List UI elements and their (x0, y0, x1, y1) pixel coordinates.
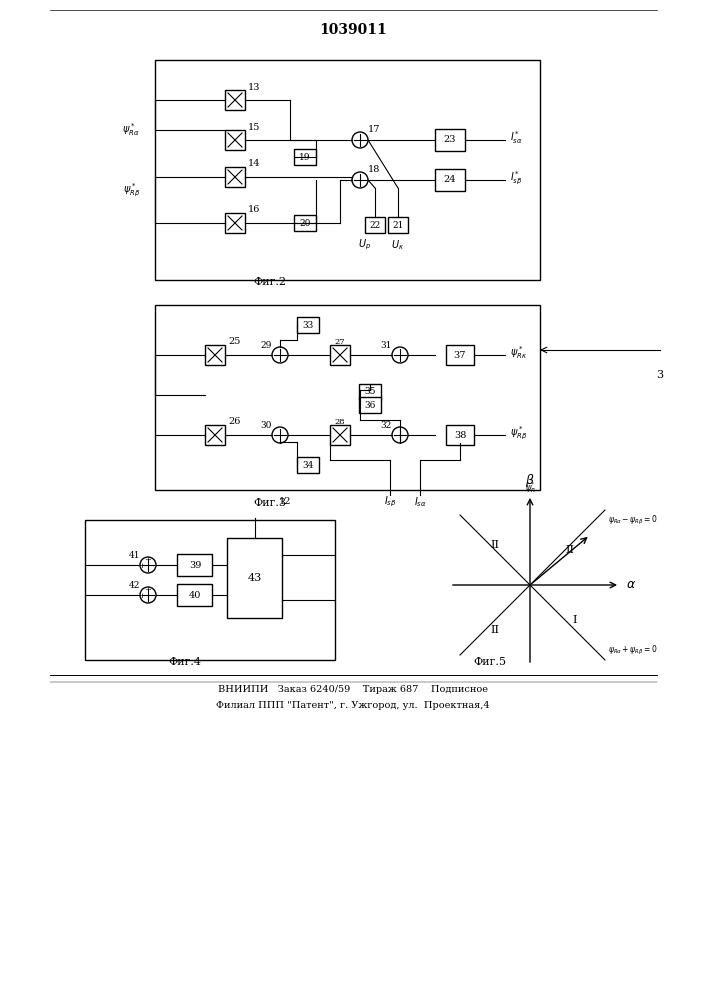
Bar (294, 149, 316, 165)
Text: 19: 19 (299, 152, 311, 161)
Text: 21: 21 (392, 221, 404, 230)
Text: 1039011: 1039011 (319, 23, 387, 37)
Bar (330, 425, 350, 445)
Text: 41: 41 (129, 550, 140, 560)
Bar (85, 520, 335, 660)
Text: 20: 20 (299, 219, 310, 228)
Text: 23: 23 (444, 135, 456, 144)
Text: 24: 24 (444, 176, 456, 184)
Circle shape (272, 427, 288, 443)
Bar (297, 457, 319, 473)
Text: 16: 16 (248, 205, 260, 214)
Text: +: + (144, 556, 151, 564)
Text: 25: 25 (228, 338, 240, 347)
Bar (365, 217, 385, 233)
Circle shape (352, 132, 368, 148)
Text: Филиал ППП "Патент", г. Ужгород, ул.  Проектная,4: Филиал ППП "Патент", г. Ужгород, ул. Про… (216, 700, 490, 710)
Bar (446, 425, 474, 445)
Text: I: I (573, 615, 577, 625)
Text: 42: 42 (129, 580, 140, 589)
Text: +: + (139, 592, 146, 600)
Text: 17: 17 (368, 125, 380, 134)
Text: $\psi^*_{R\beta}$: $\psi^*_{R\beta}$ (510, 424, 527, 442)
Bar (205, 345, 225, 365)
Text: 18: 18 (368, 165, 380, 174)
Circle shape (392, 427, 408, 443)
Text: 32: 32 (381, 420, 392, 430)
Text: +: + (139, 562, 146, 570)
Bar (155, 60, 540, 280)
Bar (435, 169, 465, 191)
Text: 35: 35 (364, 387, 375, 396)
Text: +: + (144, 586, 151, 594)
Circle shape (352, 172, 368, 188)
Text: 29: 29 (261, 340, 272, 350)
Text: 34: 34 (303, 460, 314, 470)
Text: Фиг.4: Фиг.4 (168, 657, 201, 667)
Text: $\beta$: $\beta$ (525, 472, 534, 489)
Bar (155, 305, 540, 490)
Text: 39: 39 (189, 560, 201, 570)
Circle shape (272, 347, 288, 363)
Text: 37: 37 (454, 351, 466, 360)
Text: 27: 27 (334, 338, 345, 346)
Bar (388, 217, 408, 233)
Text: 43: 43 (248, 573, 262, 583)
Bar (294, 215, 316, 231)
Text: II: II (491, 540, 500, 550)
Text: II: II (491, 625, 500, 635)
Text: $\psi^{*}_R$: $\psi^{*}_R$ (525, 480, 536, 495)
Text: $I_{s\beta}$: $I_{s\beta}$ (384, 495, 396, 509)
Bar (205, 425, 225, 445)
Bar (359, 397, 381, 413)
Text: 30: 30 (261, 420, 272, 430)
Text: $\psi_{R\alpha}+\psi_{R\beta}=0$: $\psi_{R\alpha}+\psi_{R\beta}=0$ (608, 643, 658, 657)
Text: 3: 3 (656, 370, 664, 380)
Text: $\psi^*_{R\kappa}$: $\psi^*_{R\kappa}$ (510, 345, 527, 361)
Text: $\psi^*_{R\beta}$: $\psi^*_{R\beta}$ (123, 181, 140, 199)
Text: 12: 12 (279, 497, 291, 506)
Bar (225, 90, 245, 110)
Text: 31: 31 (380, 340, 392, 350)
Text: $I^*_{s\beta}$: $I^*_{s\beta}$ (510, 169, 522, 187)
Text: 22: 22 (369, 221, 380, 230)
Bar (446, 345, 474, 365)
Bar (225, 130, 245, 150)
Text: 36: 36 (364, 400, 375, 410)
Text: $U_\kappa$: $U_\kappa$ (392, 238, 404, 252)
Text: ВНИИПИ   Заказ 6240/59    Тираж 687    Подписное: ВНИИПИ Заказ 6240/59 Тираж 687 Подписное (218, 686, 488, 694)
Text: $\psi^*_{R\alpha}$: $\psi^*_{R\alpha}$ (122, 122, 140, 138)
Text: 28: 28 (334, 418, 345, 426)
Bar (297, 317, 319, 333)
Text: $U_p$: $U_p$ (358, 238, 372, 252)
Text: $I^*_{s\alpha}$: $I^*_{s\alpha}$ (510, 130, 522, 146)
Text: 14: 14 (248, 159, 260, 168)
Text: $\psi_{R\alpha}-\psi_{R\beta}=0$: $\psi_{R\alpha}-\psi_{R\beta}=0$ (608, 513, 658, 527)
Text: Фиг.2: Фиг.2 (254, 277, 286, 287)
Text: Фиг.5: Фиг.5 (474, 657, 506, 667)
Bar (177, 554, 213, 576)
Bar (330, 345, 350, 365)
Circle shape (140, 587, 156, 603)
Text: 38: 38 (454, 430, 466, 440)
Text: II: II (566, 545, 575, 555)
Text: 26: 26 (228, 418, 240, 426)
Text: $\alpha$: $\alpha$ (626, 578, 636, 591)
Bar (435, 129, 465, 151)
Bar (225, 213, 245, 233)
Circle shape (392, 347, 408, 363)
Text: $I_{s\alpha}$: $I_{s\alpha}$ (414, 495, 426, 509)
Text: 40: 40 (189, 590, 201, 599)
Bar (177, 584, 213, 606)
Text: 13: 13 (248, 83, 260, 92)
Text: 33: 33 (303, 320, 314, 330)
Bar (225, 167, 245, 187)
Bar (359, 384, 381, 400)
Circle shape (140, 557, 156, 573)
Text: Фиг.3: Фиг.3 (254, 498, 286, 508)
Text: 15: 15 (248, 122, 260, 131)
Bar (228, 538, 283, 618)
